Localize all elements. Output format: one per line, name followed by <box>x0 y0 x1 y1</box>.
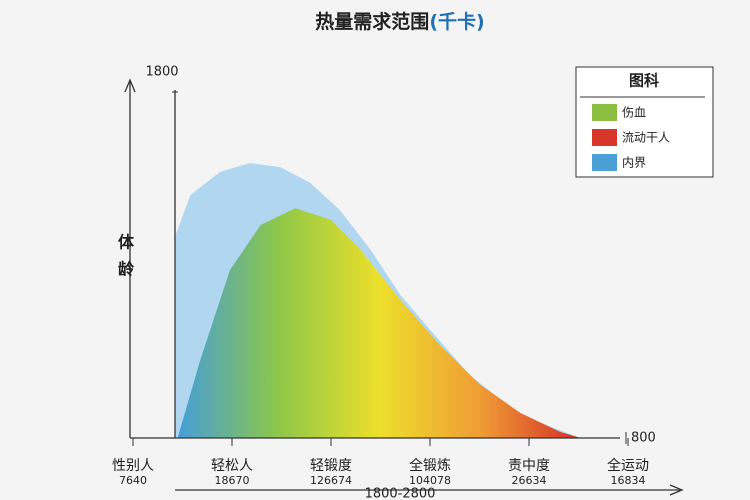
legend-label: 伤血 <box>622 106 646 120</box>
x-tick-label: 责中度 <box>508 458 550 474</box>
legend-swatch <box>592 104 617 121</box>
x-tick-label: 轻松人 <box>211 458 253 474</box>
y-axis-label: 龄 <box>118 260 135 279</box>
y-axis-label: 体 <box>118 233 135 252</box>
area <box>177 208 581 438</box>
x-tick-value: 16834 <box>611 474 646 487</box>
x-tick-value: 126674 <box>310 474 352 487</box>
x-tick-value: 104078 <box>409 474 451 487</box>
x-tick-label: 全运动 <box>607 457 649 474</box>
title-text: 热量需求范围 <box>315 10 429 33</box>
legend-title: 图科 <box>629 72 659 90</box>
title-unit: (千卡) <box>429 10 484 33</box>
chart-title: 热量需求范围(千卡) <box>315 10 484 33</box>
x-tick-value: 26634 <box>512 474 547 487</box>
x-tick-label: 轻锻度 <box>310 458 352 474</box>
legend-label: 流动干人 <box>622 131 670 145</box>
plot-area <box>175 163 581 438</box>
y-arrow-head <box>124 78 136 93</box>
x-tick-value: 7640 <box>119 474 147 487</box>
y-tick-label: 800 <box>631 431 656 446</box>
legend-label: 内界 <box>622 156 646 170</box>
x-tick-value: 18670 <box>215 474 250 487</box>
legend-swatch <box>592 154 617 171</box>
x-tick-label: 全锻炼 <box>409 457 451 474</box>
x-axis-label: 1800-2800 <box>365 487 436 500</box>
x-tick-label: 性别人 <box>112 458 154 474</box>
legend-swatch <box>592 129 617 146</box>
y-tick-label: 1800 <box>145 65 178 80</box>
x-arrow-head <box>669 484 684 496</box>
